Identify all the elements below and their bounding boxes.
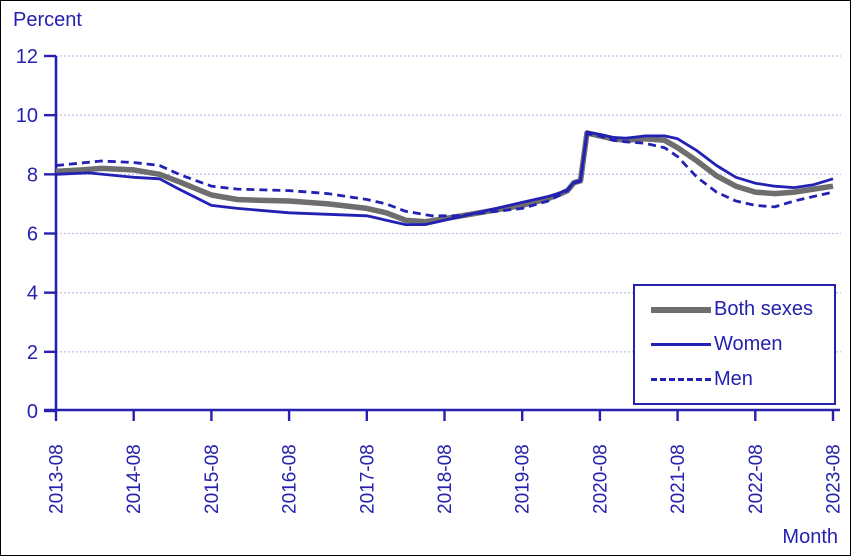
series-line-both-sexes [55,130,834,225]
x-tick-label: 2016-08 [280,444,301,514]
x-tick-label: 2015-08 [202,444,223,514]
x-tick-label: 2022-08 [746,444,767,514]
x-tick-label: 2014-08 [124,444,145,514]
y-tick-label: 8 [27,164,38,186]
y-tick-label: 0 [27,401,38,423]
y-tick-label: 10 [16,105,38,127]
y-tick-label: 2 [27,342,38,364]
both-sexes-line-sample [651,306,711,313]
legend-item-men: Men [651,368,834,391]
x-tick-label: 2023-08 [824,444,845,514]
x-tick-label: 2013-08 [47,444,68,514]
legend-item-women: Women [651,333,834,356]
legend-label-both-sexes: Both sexes [714,298,813,320]
chart-legend: Both sexes Women Men [633,284,836,405]
y-tick-label: 4 [27,283,38,305]
women-line-sample [651,343,711,346]
series-line-women [55,130,834,227]
x-tick-label: 2021-08 [668,444,689,514]
x-tick-label: 2017-08 [357,444,378,514]
legend-label-women: Women [714,333,783,355]
x-tick-label: 2018-08 [435,444,456,514]
y-axis-title: Percent [13,9,82,31]
men-line-sample [651,378,711,381]
legend-item-both-sexes: Both sexes [651,298,834,321]
y-tick-label: 12 [16,46,38,68]
legend-label-men: Men [714,368,753,390]
x-tick-label: 2019-08 [513,444,534,514]
y-tick-label: 6 [27,224,38,246]
x-axis-title: Month [782,526,838,548]
x-tick-label: 2020-08 [590,444,611,514]
